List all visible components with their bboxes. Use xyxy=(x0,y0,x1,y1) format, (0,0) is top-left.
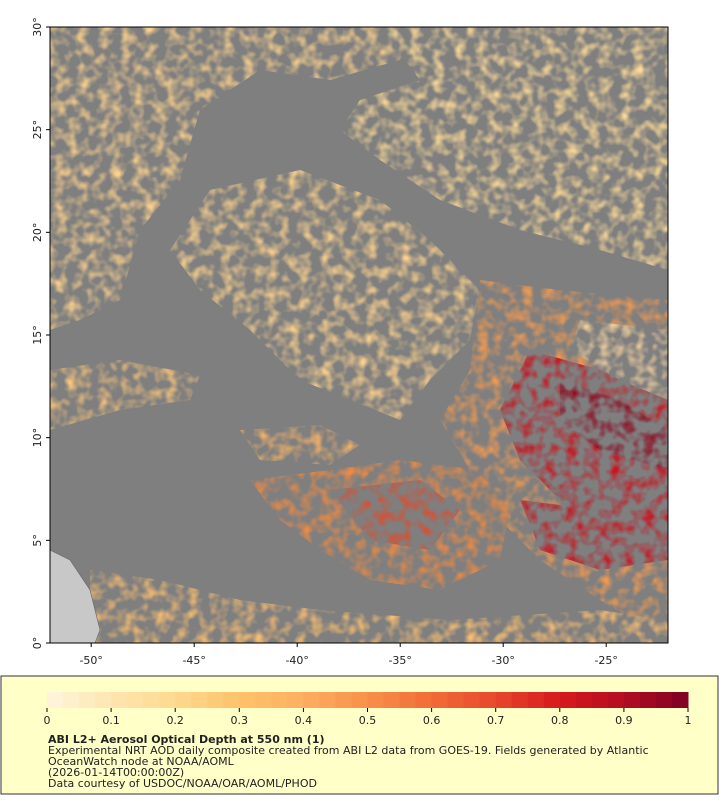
colorbar-step xyxy=(399,692,417,708)
colorbar-step xyxy=(463,692,481,708)
colorbar-tick-label: 0.3 xyxy=(231,714,249,727)
colorbar-tick-label: 0.9 xyxy=(615,714,633,727)
footer-line: (2026-01-14T00:00:00Z) xyxy=(48,766,184,779)
colorbar-step xyxy=(303,692,320,708)
colorbar-step xyxy=(207,692,224,708)
colorbar-step xyxy=(591,692,609,708)
colorbar-step xyxy=(383,692,401,708)
y-tick-label: 30° xyxy=(31,17,44,37)
colorbar-tick-label: 0.7 xyxy=(487,714,505,727)
colorbar-step xyxy=(431,692,449,708)
colorbar-step xyxy=(415,692,433,708)
colorbar-tick-label: 0.5 xyxy=(359,714,377,727)
colorbar-step xyxy=(239,692,256,708)
colorbar-step xyxy=(671,692,689,708)
footer-line: OceanWatch node at NOAA/AOML xyxy=(48,755,235,768)
colorbar-step xyxy=(319,692,336,708)
colorbar-step xyxy=(607,692,625,708)
colorbar-tick-label: 0 xyxy=(44,714,51,727)
footer-title: ABI L2+ Aerosol Optical Depth at 550 nm … xyxy=(48,733,325,746)
colorbar-step xyxy=(287,692,304,708)
colorbar-step xyxy=(367,692,385,708)
y-tick-label: 5° xyxy=(31,534,44,547)
colorbar-tick-label: 0.4 xyxy=(295,714,313,727)
footer-line: Experimental NRT AOD daily composite cre… xyxy=(48,744,649,757)
colorbar-step xyxy=(95,692,112,708)
colorbar-tick-label: 0.2 xyxy=(166,714,184,727)
x-tick-label: -25° xyxy=(594,654,617,667)
colorbar-step xyxy=(575,692,593,708)
x-tick-label: -40° xyxy=(285,654,308,667)
colorbar-step xyxy=(175,692,192,708)
colorbar-step xyxy=(447,692,465,708)
colorbar-step xyxy=(271,692,288,708)
y-tick-label: 20° xyxy=(31,223,44,243)
colorbar-step xyxy=(47,692,64,708)
colorbar-step xyxy=(159,692,176,708)
colorbar-tick-label: 0.1 xyxy=(102,714,120,727)
y-tick-label: 15° xyxy=(31,325,44,345)
colorbar-step xyxy=(639,692,657,708)
colorbar-step xyxy=(79,692,96,708)
colorbar-step xyxy=(335,692,352,708)
colorbar-step xyxy=(543,692,561,708)
colorbar-step xyxy=(143,692,160,708)
aerosol-field xyxy=(50,27,668,643)
colorbar-step xyxy=(63,692,80,708)
colorbar-step xyxy=(495,692,513,708)
colorbar-step xyxy=(255,692,272,708)
y-tick-label: 25° xyxy=(31,120,44,140)
colorbar-tick-label: 1 xyxy=(685,714,692,727)
colorbar-step xyxy=(127,692,144,708)
colorbar-step xyxy=(351,692,368,708)
colorbar-step xyxy=(559,692,577,708)
colorbar-tick-label: 0.6 xyxy=(423,714,441,727)
y-tick-label: 0° xyxy=(31,637,44,650)
footer-line: Data courtesy of USDOC/NOAA/OAR/AOML/PHO… xyxy=(48,777,317,790)
x-tick-label: -45° xyxy=(182,654,205,667)
colorbar-step xyxy=(223,692,240,708)
colorbar-step xyxy=(655,692,673,708)
x-tick-label: -30° xyxy=(491,654,514,667)
colorbar-step xyxy=(511,692,529,708)
colorbar-step xyxy=(191,692,208,708)
x-tick-label: -35° xyxy=(388,654,411,667)
y-tick-label: 10° xyxy=(31,428,44,448)
x-tick-label: -50° xyxy=(79,654,102,667)
colorbar-step xyxy=(623,692,641,708)
colorbar-step xyxy=(527,692,545,708)
colorbar-step xyxy=(479,692,497,708)
colorbar-tick-label: 0.8 xyxy=(551,714,569,727)
colorbar-step xyxy=(111,692,128,708)
